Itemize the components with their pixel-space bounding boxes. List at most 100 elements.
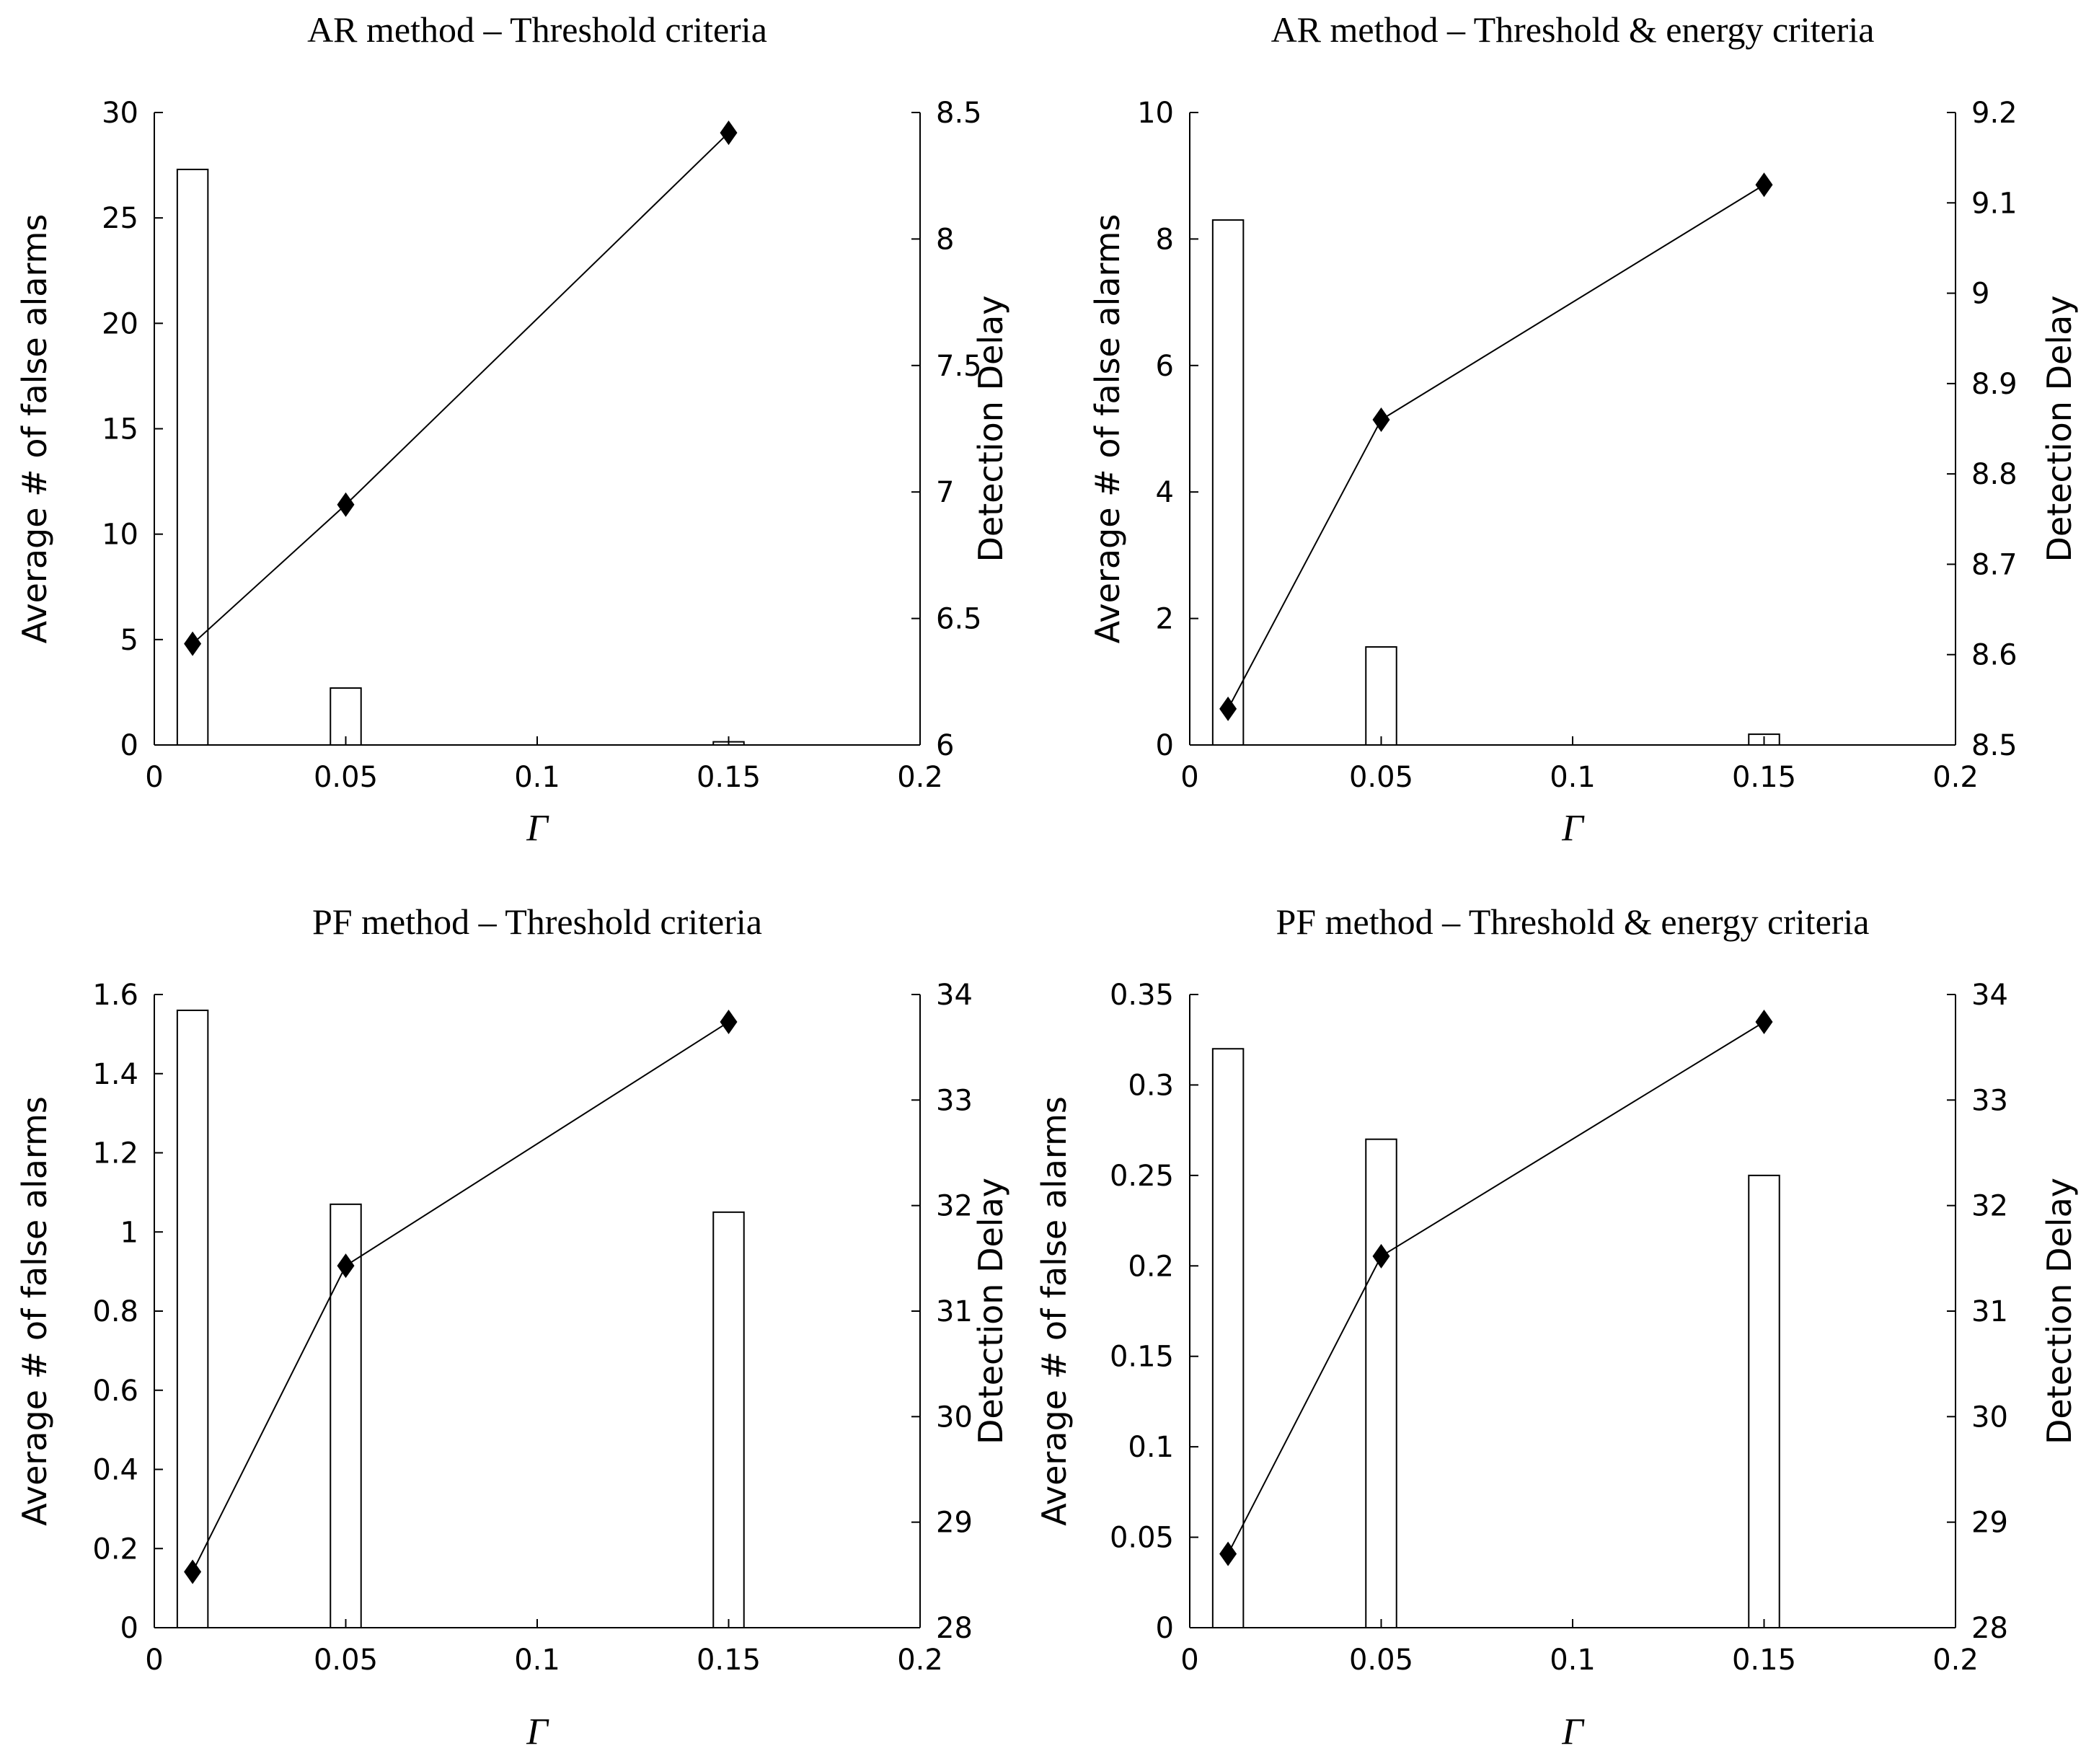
y-left-tick-label: 10 [1137, 97, 1174, 130]
y-right-axis-label: Detection Delay [971, 296, 1010, 563]
x-tick-label: 0.1 [514, 761, 560, 794]
y-left-tick-label: 6 [1156, 350, 1174, 383]
chart-title: AR method – Threshold criteria [307, 9, 767, 50]
y-left-tick-label: 20 [102, 307, 138, 340]
y-right-tick-label: 30 [936, 1401, 973, 1434]
chart-panel-1: AR method – Threshold criteria 0 0.05 0.1 0.… [15, 9, 1010, 849]
y-left-axis-label: Average # of false alarms [1035, 1096, 1074, 1526]
data-point-marker [1372, 407, 1390, 432]
y-left-tick-label: 0.3 [1128, 1069, 1174, 1102]
data-point-marker [1372, 1243, 1390, 1269]
data-point-marker [337, 492, 355, 517]
bar [1748, 1174, 1780, 1629]
y-left-tick-label: 0 [120, 729, 138, 762]
y-right-tick-label: 34 [936, 979, 973, 1012]
data-point-marker [184, 631, 202, 656]
y-left-tick-label: 0 [1156, 729, 1174, 762]
x-tick-label: 0.15 [1732, 1644, 1796, 1677]
data-point-marker [1219, 696, 1237, 721]
y-left-tick-label: 0.15 [1110, 1341, 1174, 1374]
x-tick-label: 0 [1180, 1644, 1198, 1677]
y-left-tick-label: 4 [1156, 476, 1174, 509]
x-tick-label: 0.1 [1550, 761, 1596, 794]
data-point-marker [1755, 172, 1773, 198]
y-right-tick-label: 34 [1971, 979, 2008, 1012]
y-left-tick-label: 0.6 [92, 1375, 138, 1408]
y-right-tick-label: 9 [1971, 278, 1989, 311]
y-right-tick-label: 33 [1971, 1084, 2008, 1117]
y-right-tick-label: 8.8 [1971, 458, 2018, 491]
y-right-tick-label: 29 [1971, 1507, 2008, 1540]
y-right-tick-label: 30 [1971, 1401, 2008, 1434]
detection-delay-line [192, 132, 730, 645]
x-tick-label: 0.2 [897, 761, 943, 794]
y-left-tick-label: 2 [1156, 603, 1174, 636]
y-left-tick-label: 5 [120, 624, 138, 657]
y-left-tick-label: 0.25 [1110, 1160, 1174, 1193]
y-right-tick-label: 33 [936, 1084, 973, 1117]
y-left-tick-label: 0.05 [1110, 1522, 1174, 1555]
y-left-tick-label: 0.35 [1110, 979, 1174, 1012]
chart-panel-2: AR method – Threshold & energy criteria 0… [1088, 9, 2079, 849]
x-tick-label: 0.15 [697, 1644, 761, 1677]
chart-panel-4: PF method – Threshold & energy criteria 0… [1035, 901, 2079, 1752]
y-left-axis-label: Average # of false alarms [15, 1096, 54, 1526]
y-left-tick-label: 0 [120, 1612, 138, 1645]
x-tick-label: 0.1 [514, 1644, 560, 1677]
x-tick-label: 0.05 [314, 761, 378, 794]
data-point-marker [1755, 1010, 1773, 1035]
x-tick-label: 0.05 [1349, 761, 1413, 794]
chart-title: AR method – Threshold & energy criteria [1271, 9, 1875, 50]
chart-title: PF method – Threshold & energy criteria [1276, 901, 1870, 942]
data-point-marker [184, 1559, 202, 1584]
x-tick-label: 0.15 [697, 761, 761, 794]
y-left-tick-label: 30 [102, 97, 138, 130]
x-axis-label: Γ [1561, 1711, 1585, 1752]
x-tick-label: 0.1 [1550, 1644, 1596, 1677]
detection-delay-line [192, 1021, 730, 1572]
y-right-tick-label: 8.5 [1971, 729, 2018, 762]
chart-title: PF method – Threshold criteria [312, 901, 762, 942]
y-left-tick-label: 1.6 [92, 979, 138, 1012]
y-right-tick-label: 31 [1971, 1295, 2008, 1328]
y-right-tick-label: 32 [1971, 1190, 2008, 1223]
bar [1365, 1138, 1397, 1628]
x-tick-label: 0.2 [897, 1644, 943, 1677]
data-point-marker [1219, 1541, 1237, 1566]
bar [330, 687, 362, 746]
x-tick-label: 0.2 [1932, 1644, 1979, 1677]
bar [712, 1211, 745, 1628]
y-right-tick-label: 9.1 [1971, 187, 2018, 220]
y-right-tick-label: 8 [936, 223, 954, 256]
y-right-tick-label: 8.7 [1971, 548, 2018, 581]
y-right-tick-label: 28 [936, 1612, 973, 1645]
y-right-tick-label: 8.9 [1971, 368, 2018, 401]
bar [1211, 1048, 1245, 1629]
x-tick-label: 0.15 [1732, 761, 1796, 794]
bar [1211, 219, 1245, 746]
chart-panel-3: PF method – Threshold criteria 0 0.05 0.1 0.… [15, 901, 1010, 1752]
x-tick-label: 0 [1180, 761, 1198, 794]
y-right-tick-label: 8.5 [936, 97, 982, 130]
y-right-tick-label: 7 [936, 476, 954, 509]
x-tick-label: 0 [145, 761, 163, 794]
data-point-marker [720, 120, 738, 146]
y-left-tick-label: 1 [120, 1216, 138, 1249]
x-tick-label: 0.05 [1349, 1644, 1413, 1677]
data-point-marker [720, 1010, 738, 1035]
y-right-tick-label: 28 [1971, 1612, 2008, 1645]
x-axis-label: Γ [526, 808, 549, 849]
y-left-tick-label: 0.2 [1128, 1250, 1174, 1283]
y-left-tick-label: 0.4 [92, 1454, 138, 1487]
y-left-axis-label: Average # of false alarms [1088, 214, 1127, 644]
y-right-tick-label: 31 [936, 1295, 973, 1328]
y-left-tick-label: 10 [102, 519, 138, 552]
y-right-tick-label: 6 [936, 729, 954, 762]
bar [1365, 646, 1397, 746]
detection-delay-line [1227, 1021, 1765, 1555]
y-right-tick-label: 32 [936, 1190, 973, 1223]
x-axis-label: Γ [1561, 808, 1585, 849]
y-left-tick-label: 0.2 [92, 1533, 138, 1566]
x-tick-label: 0.05 [314, 1644, 378, 1677]
